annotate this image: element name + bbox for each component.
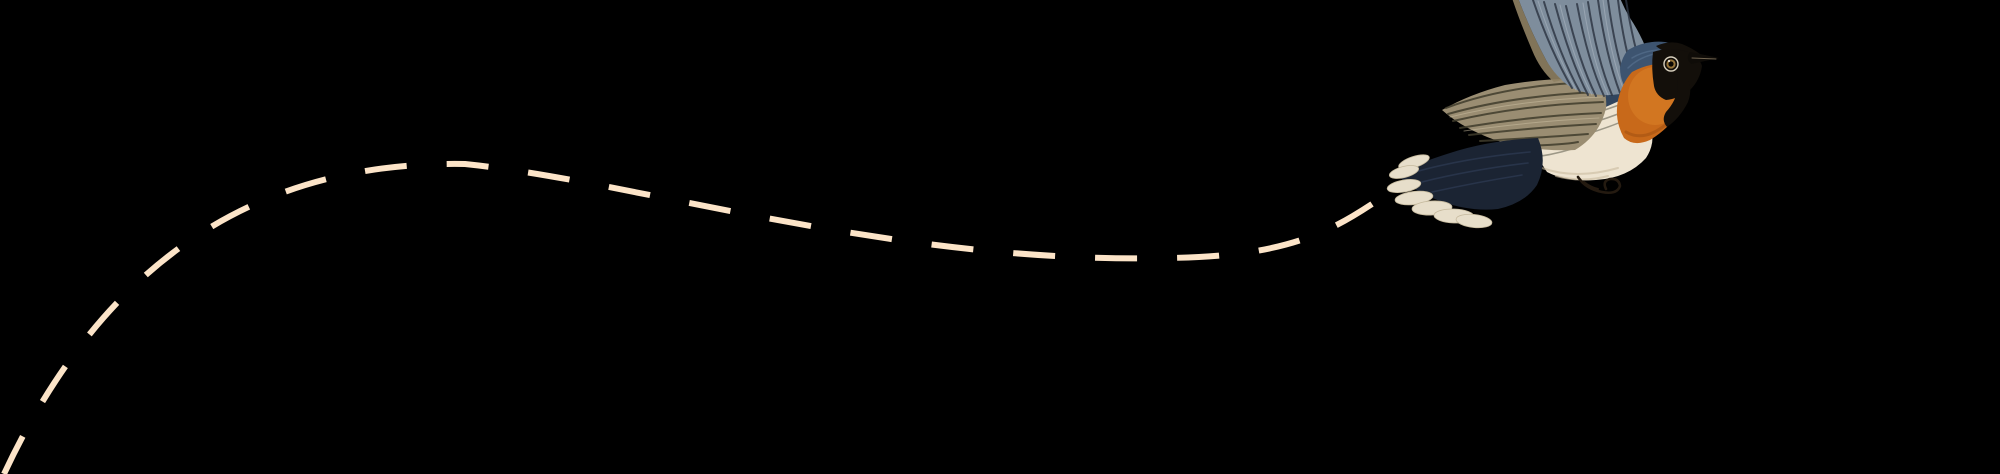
flight-path-dashed-line (1, 160, 1374, 474)
bird-far-wing (1442, 78, 1607, 151)
bird-beak (1687, 52, 1719, 64)
bird-eye (1663, 56, 1679, 72)
bird-feet (1576, 175, 1622, 195)
bird-illustration (1386, 0, 1719, 229)
bird-tail-white-tips (1386, 154, 1493, 229)
bird-tail (1386, 138, 1543, 229)
